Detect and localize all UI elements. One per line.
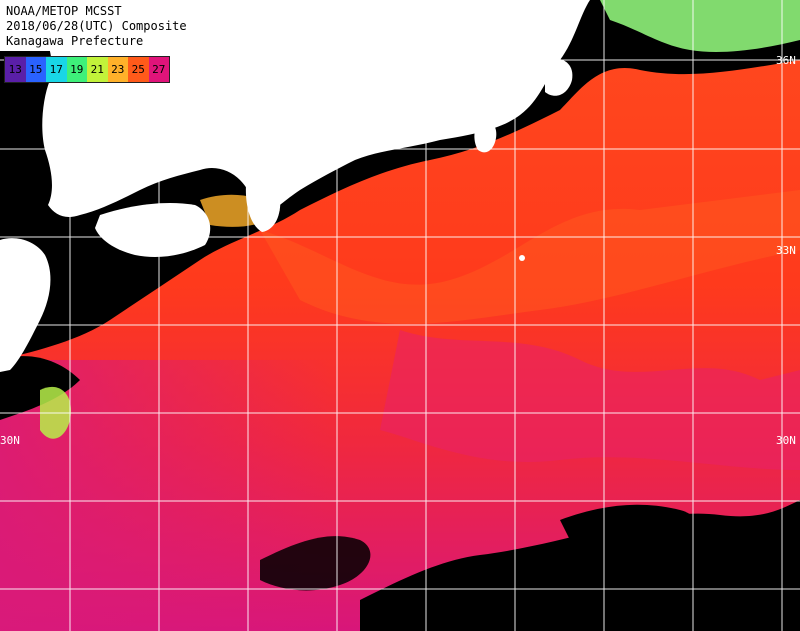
cloud-mask-west <box>0 356 80 420</box>
lon-label-top: 36E <box>318 0 338 13</box>
land-honshu <box>40 0 590 217</box>
cool-water-east <box>600 0 800 52</box>
title-box: NOAA/METOP MCSST 2018/06/28(UTC) Composi… <box>0 0 190 51</box>
legend-value-19: 19 <box>66 57 87 82</box>
lat-label-30n-left: 30N <box>0 434 20 447</box>
land-boso <box>545 58 573 96</box>
source-label: NOAA/METOP MCSST <box>6 4 122 18</box>
warm-current-band <box>380 330 800 470</box>
date-label: 2018/06/28(UTC) Composite <box>6 19 187 33</box>
warm-current-band-2 <box>260 190 800 324</box>
land-izu-island <box>519 255 525 261</box>
cloud-mask-south-2 <box>260 536 371 591</box>
legend-value-21: 21 <box>87 57 108 82</box>
legend-value-15: 15 <box>25 57 46 82</box>
lat-label-33n: 33N <box>776 244 796 257</box>
legend-value-23: 23 <box>107 57 128 82</box>
cloud-mask-south-3 <box>560 504 695 548</box>
lat-label-30n-right: 30N <box>776 434 796 447</box>
legend-value-27: 27 <box>148 57 169 82</box>
prefecture-label: Kanagawa Prefecture <box>6 34 144 48</box>
land-shikoku <box>95 203 211 257</box>
temperature-legend: 13 15 17 19 21 23 25 27 <box>4 56 170 83</box>
legend-value-13: 13 <box>5 57 26 82</box>
land-kii-peninsula <box>245 140 281 232</box>
land-kyushu <box>0 238 51 372</box>
legend-value-17: 17 <box>46 57 67 82</box>
legend-value-25: 25 <box>128 57 149 82</box>
lat-label-36n: 36N <box>776 54 796 67</box>
land-izu-peninsula <box>474 119 497 153</box>
